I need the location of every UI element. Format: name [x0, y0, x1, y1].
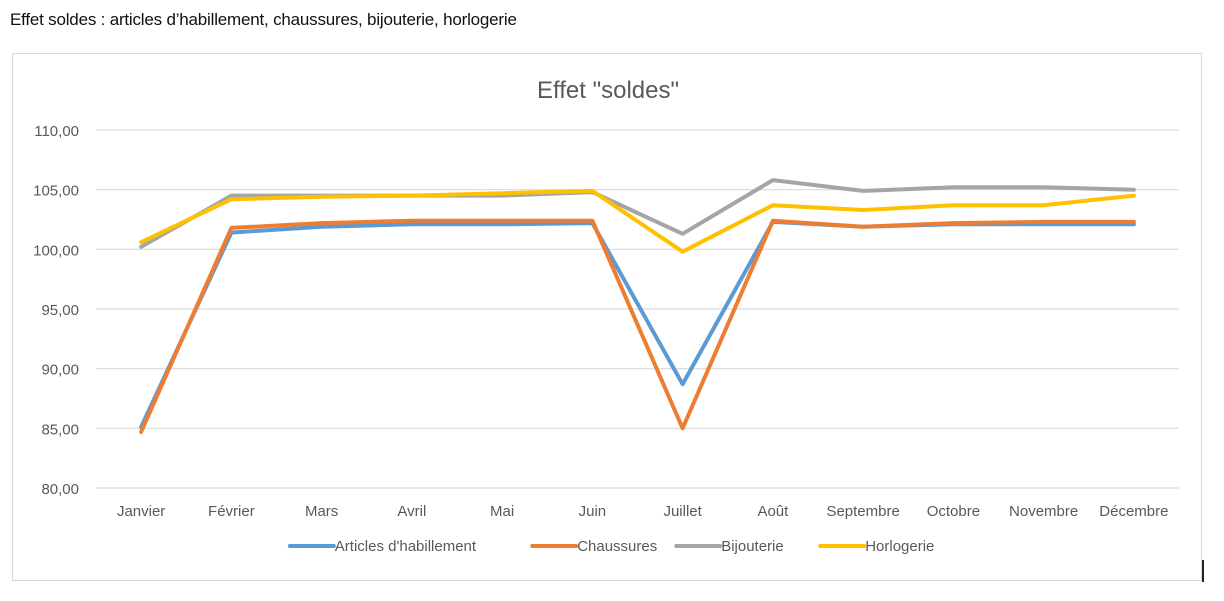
legend-item[interactable]: Chaussures	[530, 538, 657, 555]
series-line-1[interactable]	[139, 218, 1136, 434]
legend-item[interactable]: Bijouterie	[674, 538, 784, 555]
x-tick-label: Janvier	[117, 503, 165, 520]
y-tick-label: 80,00	[41, 481, 79, 498]
chart-container[interactable]: Effet "soldes" 80,00 85,00 90,00 95,00 100,0…	[12, 53, 1202, 581]
y-tick-label: 100,00	[33, 242, 79, 259]
y-tick-label: 85,00	[41, 421, 79, 438]
x-tick-label: Octobre	[927, 503, 980, 520]
x-axis-labels: Janvier Février Mars Avril Mai Juin Juillet Aoû…	[117, 503, 1169, 520]
x-tick-label: Mai	[490, 503, 514, 520]
line-chart: Effet "soldes" 80,00 85,00 90,00 95,00 100,0…	[33, 77, 1179, 555]
legend-label: Bijouterie	[721, 538, 784, 555]
x-tick-label: Novembre	[1009, 503, 1078, 520]
legend-item[interactable]: Horlogerie	[818, 538, 934, 555]
x-tick-label: Mars	[305, 503, 338, 520]
x-tick-label: Juillet	[663, 503, 702, 520]
x-tick-label: Septembre	[826, 503, 899, 520]
y-axis-labels: 80,00 85,00 90,00 95,00 100,00 105,00 110,00	[33, 123, 79, 498]
gridlines	[96, 129, 1179, 489]
x-tick-label: Juin	[579, 503, 607, 520]
x-tick-label: Février	[208, 503, 255, 520]
series-lines	[139, 178, 1136, 434]
legend-label: Articles d'habillement	[335, 538, 477, 555]
legend-item[interactable]: Articles d'habillement	[287, 538, 477, 555]
document-heading: Effet soldes : articles d’habillement, c…	[10, 10, 517, 29]
legend-label: Chaussures	[577, 538, 657, 555]
x-tick-label: Août	[757, 503, 789, 520]
x-tick-label: Décembre	[1099, 503, 1168, 520]
chart-title: Effet "soldes"	[537, 77, 679, 104]
y-tick-label: 95,00	[41, 302, 79, 319]
y-tick-label: 105,00	[33, 183, 79, 200]
text-cursor	[1202, 560, 1204, 582]
y-tick-label: 110,00	[34, 123, 79, 140]
legend: Articles d'habillement Chaussures Bijouter…	[287, 538, 934, 555]
legend-label: Horlogerie	[865, 538, 934, 555]
series-line-3[interactable]	[139, 188, 1136, 254]
x-tick-label: Avril	[397, 503, 426, 520]
y-tick-label: 90,00	[41, 362, 79, 379]
